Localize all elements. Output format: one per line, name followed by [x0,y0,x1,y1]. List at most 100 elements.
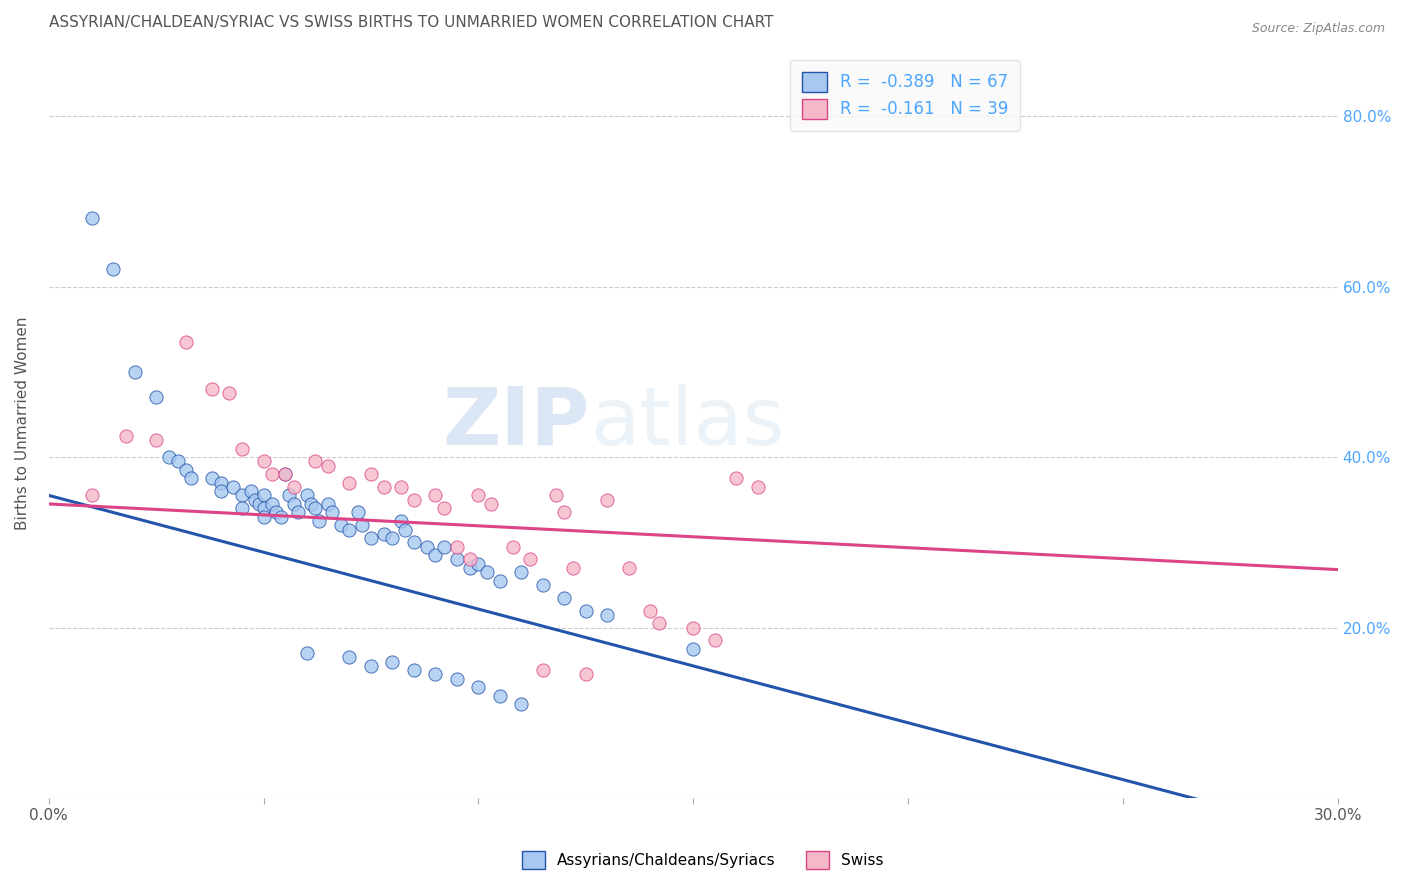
Point [682,621,704,635]
Point [247,497,270,511]
Point [295,646,318,660]
Point [329,518,352,533]
Point [266,506,288,520]
Point [433,540,456,554]
Point [475,565,498,579]
Point [287,506,309,520]
Point [316,497,339,511]
Point [489,574,512,588]
Point [446,672,468,686]
Text: ZIP: ZIP [443,384,591,462]
Point [299,497,322,511]
Point [80,488,103,502]
Point [295,488,318,502]
Point [389,480,412,494]
Point [575,603,598,617]
Point [243,492,266,507]
Legend: Assyrians/Chaldeans/Syriacs, Swiss: Assyrians/Chaldeans/Syriacs, Swiss [516,845,890,875]
Point [262,497,284,511]
Point [145,433,167,447]
Point [166,454,188,468]
Point [502,540,524,554]
Point [283,497,305,511]
Point [416,540,439,554]
Point [373,480,395,494]
Point [402,663,425,677]
Point [157,450,180,464]
Point [218,386,240,401]
Point [304,454,326,468]
Point [467,488,489,502]
Point [339,650,361,665]
Point [209,475,232,490]
Point [274,467,297,482]
Text: ASSYRIAN/CHALDEAN/SYRIAC VS SWISS BIRTHS TO UNMARRIED WOMEN CORRELATION CHART: ASSYRIAN/CHALDEAN/SYRIAC VS SWISS BIRTHS… [49,15,773,30]
Point [124,365,146,379]
Point [103,262,125,277]
Point [174,463,197,477]
Point [553,506,575,520]
Point [381,531,404,545]
Legend: R =  -0.389   N = 67, R =  -0.161   N = 39: R = -0.389 N = 67, R = -0.161 N = 39 [790,60,1019,130]
Point [339,475,361,490]
Point [575,667,598,681]
Point [252,454,274,468]
Point [304,501,326,516]
Point [510,698,533,712]
Point [231,488,253,502]
Point [373,526,395,541]
Point [381,655,404,669]
Point [433,501,456,516]
Y-axis label: Births to Unmarried Women: Births to Unmarried Women [15,316,30,530]
Point [270,509,292,524]
Point [145,390,167,404]
Point [283,480,305,494]
Point [278,488,301,502]
Point [321,506,343,520]
Point [252,501,274,516]
Point [467,557,489,571]
Point [360,531,382,545]
Point [360,467,382,482]
Point [339,523,361,537]
Point [519,552,541,566]
Point [201,382,224,396]
Point [596,607,619,622]
Point [262,467,284,482]
Point [648,616,671,631]
Point [316,458,339,473]
Point [617,561,640,575]
Point [446,540,468,554]
Point [596,492,619,507]
Point [239,484,262,499]
Point [682,641,704,656]
Point [703,633,725,648]
Point [425,548,447,562]
Point [231,501,253,516]
Point [747,480,769,494]
Point [80,211,103,226]
Point [174,334,197,349]
Point [201,471,224,485]
Point [252,509,274,524]
Point [544,488,567,502]
Point [222,480,245,494]
Point [231,442,253,456]
Point [360,659,382,673]
Point [425,667,447,681]
Point [402,535,425,549]
Point [425,488,447,502]
Point [115,428,138,442]
Point [274,467,297,482]
Point [489,689,512,703]
Point [252,488,274,502]
Point [389,514,412,528]
Point [553,591,575,605]
Point [180,471,202,485]
Point [347,506,370,520]
Point [467,680,489,694]
Point [402,492,425,507]
Point [531,663,554,677]
Point [352,518,374,533]
Point [458,561,481,575]
